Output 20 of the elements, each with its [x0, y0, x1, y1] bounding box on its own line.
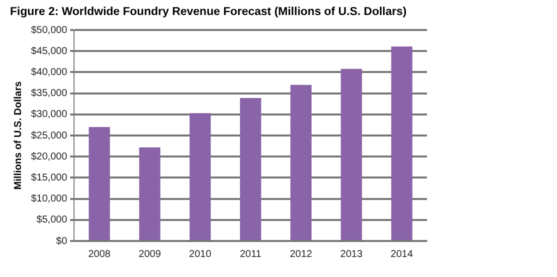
y-tick-label: $15,000	[30, 172, 68, 184]
y-tick-label: $35,000	[30, 88, 68, 100]
x-tick-label: 2008	[88, 248, 111, 260]
y-tick-label: $20,000	[30, 151, 68, 162]
y-tick-label: $50,000	[30, 24, 68, 36]
y-tick-label: $30,000	[30, 109, 68, 120]
x-tick-label: 2009	[138, 248, 162, 260]
y-tick-label: $0	[56, 236, 68, 247]
y-tick-label: $25,000	[30, 130, 68, 142]
y-tick-label: $10,000	[30, 194, 68, 205]
x-tick-label: 2014	[390, 248, 414, 260]
chart-title: Figure 2: Worldwide Foundry Revenue Forecast (Millions of U.S. Dollars)	[10, 6, 407, 18]
y-tick-label: $5,000	[36, 214, 68, 226]
y-tick-label: $45,000	[30, 46, 68, 57]
x-tick-label: 2011	[240, 248, 262, 260]
x-tick-label: 2013	[340, 248, 363, 260]
y-tick-label: $40,000	[30, 66, 68, 78]
x-tick-label: 2010	[189, 248, 212, 260]
x-tick-label: 2012	[290, 248, 313, 260]
y-axis-title: Millions of U.S. Dollars	[12, 80, 24, 190]
